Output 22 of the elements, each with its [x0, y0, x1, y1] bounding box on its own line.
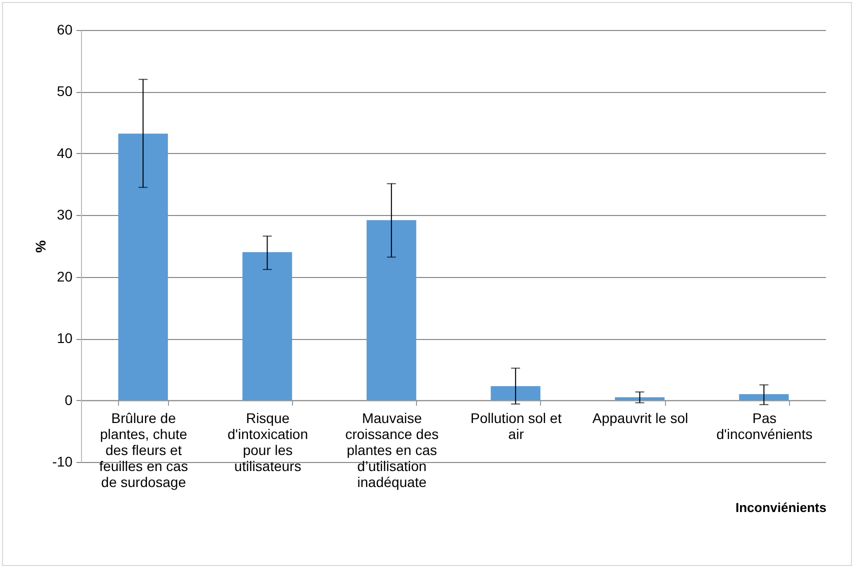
y-tick-label: 40 [56, 144, 73, 161]
x-tick-label: Brûlure de plantes, chute des fleurs et feuilles en cas de surdosage [99, 410, 188, 490]
x-tick-label: Appauvrit le sol [592, 410, 688, 426]
y-tick-label: 10 [56, 330, 73, 346]
y-tick-label: 0 [64, 392, 73, 408]
bar [118, 134, 168, 400]
x-tick-label: Pollution sol et air [470, 410, 562, 442]
y-tick-label: -10 [52, 454, 73, 470]
y-tick-label: 60 [56, 22, 73, 38]
bar [614, 397, 665, 400]
x-tick-label: Mauvaise croissance des plantes en cas d’utilisation inadéquate [345, 410, 439, 490]
bar [739, 394, 789, 400]
x-tick-label: Pas d'inconvénients [716, 410, 812, 442]
bar [490, 386, 540, 400]
y-tick-label: 20 [56, 268, 73, 284]
bar [242, 252, 292, 400]
y-axis-title: % [32, 240, 48, 253]
y-tick-label: 30 [56, 206, 73, 223]
y-tick-label: 50 [56, 83, 73, 100]
bar [366, 220, 416, 400]
x-tick-label: Risque d'intoxication pour les utilisateurs [228, 410, 308, 474]
x-axis-title: Inconviénients [735, 500, 826, 515]
